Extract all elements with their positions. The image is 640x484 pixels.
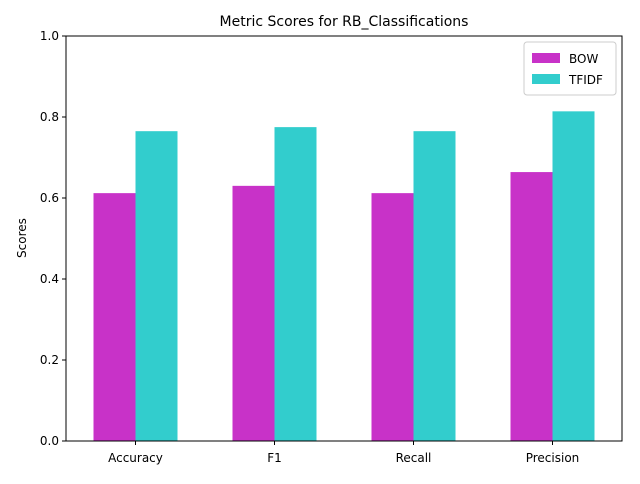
x-tick-label: F1 [267,451,282,465]
bar-bow-recall [371,193,414,441]
x-tick-label: Precision [526,451,580,465]
legend-swatch-bow [532,53,560,63]
chart-title: Metric Scores for RB_Classifications [220,14,469,30]
legend-swatch-tfidf [532,74,560,84]
bar-bow-f1 [232,185,275,441]
y-tick-label: 0.2 [40,353,59,367]
bar-bow-accuracy [93,193,136,441]
legend-label-tfidf: TFIDF [568,73,603,87]
legend-box [523,41,617,96]
y-tick-label: 0.0 [40,434,59,448]
legend-label-bow: BOW [569,52,598,66]
bar-tfidf-f1 [274,127,317,441]
y-tick-label: 0.8 [40,110,59,124]
bar-bow-precision [510,172,553,441]
y-axis-label: Scores [15,218,29,258]
axes-frame [65,35,623,442]
y-tick-label: 0.6 [40,191,59,205]
plot-area: 0.0 0.2 0.4 0.6 0.8 1.0 Accuracy F1 Recall Precis… [40,29,623,465]
bar-tfidf-recall [413,131,456,442]
bar-tfidf-accuracy [135,131,178,442]
legend: BOW TFIDF [523,41,617,96]
x-tick-label: Accuracy [108,451,163,465]
y-tick-label: 1.0 [40,29,59,43]
x-tick-label: Recall [396,451,432,465]
y-tick-label: 0.4 [40,272,59,286]
bar-tfidf-precision [552,111,595,441]
